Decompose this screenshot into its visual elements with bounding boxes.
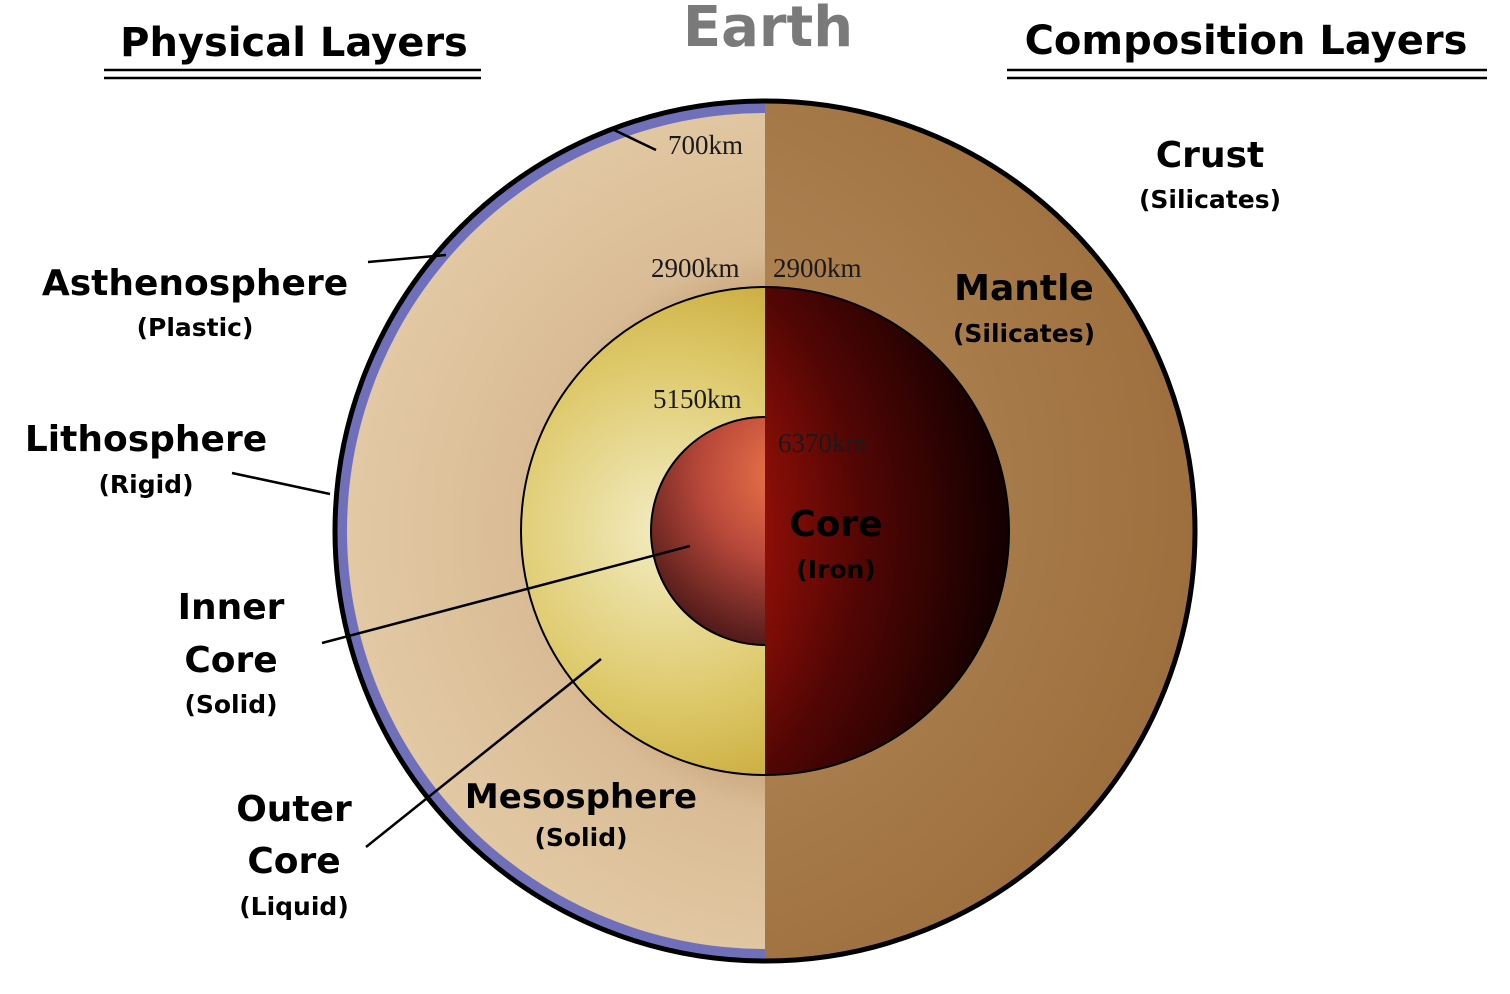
leader-lithosphere: [231, 471, 331, 496]
leader-asthenosphere: [367, 253, 447, 264]
lithosphere-label: Lithosphere: [25, 419, 267, 460]
lithosphere-state: (Rigid): [98, 470, 193, 499]
depth-label-2900-left: 2900km: [651, 253, 740, 283]
physical-layers-header: Physical Layers: [120, 20, 468, 66]
mantle-material: (Silicates): [953, 319, 1095, 348]
outer-core-label-line2: Core: [247, 841, 340, 882]
core-material: (Iron): [796, 555, 875, 584]
leader-700km: [609, 126, 657, 152]
crust-material: (Silicates): [1139, 185, 1281, 214]
outer-core-state: (Liquid): [239, 892, 349, 921]
outer-core-label-line1: Outer: [236, 789, 352, 830]
inner-core-label-line2: Core: [184, 640, 277, 681]
outer-core-region: [520, 286, 765, 776]
composition-layers-header: Composition Layers: [1025, 18, 1468, 64]
core-region: [765, 286, 1010, 776]
crust-label: Crust: [1156, 135, 1264, 176]
inner-core-label-line1: Inner: [178, 587, 285, 628]
inner-core-state: (Solid): [184, 690, 277, 719]
asthenosphere-label: Asthenosphere: [42, 263, 348, 304]
mantle-label: Mantle: [954, 268, 1094, 309]
mesosphere-label: Mesosphere: [465, 777, 697, 817]
composition-half: [765, 98, 1198, 964]
depth-label-6370: 6370km: [778, 428, 867, 458]
diagram-title: Earth: [683, 0, 853, 60]
leader-inner-core: [321, 544, 691, 645]
depth-label-5150: 5150km: [653, 384, 742, 414]
mesosphere-state: (Solid): [534, 823, 627, 852]
asthenosphere-state: (Plastic): [137, 313, 254, 342]
inner-core-region: [650, 416, 765, 646]
depth-label-2900-right: 2900km: [773, 253, 862, 283]
depth-label-700: 700km: [668, 130, 743, 160]
leader-outer-core: [365, 658, 602, 848]
core-label: Core: [789, 504, 882, 545]
physical-half: [332, 98, 765, 964]
